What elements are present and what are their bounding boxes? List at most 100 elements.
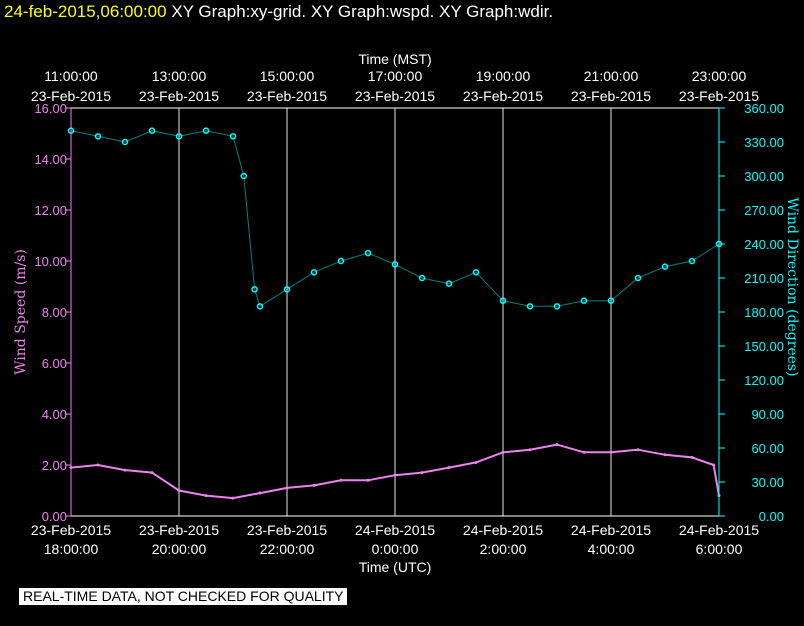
wind-direction-point [256,303,264,310]
left-tick-label: 12.00 [34,203,67,218]
wind-direction-point [580,297,588,304]
wind-direction-point [526,303,534,310]
chart-axes [65,107,725,517]
left-tick-label: 14.00 [34,152,67,167]
top-tick-time: 23:00:00 [692,68,747,84]
wind-speed-point [609,450,613,454]
wind-direction-point [229,133,237,140]
top-tick-date: 23-Feb-2015 [463,88,543,104]
left-tick-label: 16.00 [34,101,67,116]
bottom-tick-time: 18:00:00 [44,541,99,557]
top-tick-time: 19:00:00 [476,68,531,84]
right-tick-label: 0.00 [759,509,784,524]
right-tick-label: 240.00 [744,237,784,252]
wind-speed-point [528,448,532,452]
bottom-tick-time: 2:00:00 [480,541,527,557]
chart-labels: 11:00:00 23-Feb-2015 23-Feb-2015 18:00:00 13… [13,51,800,575]
right-tick-label: 90.00 [751,407,784,422]
wind-direction-point [634,274,642,282]
top-tick-date: 23-Feb-2015 [139,88,219,104]
wind-speed-point [150,471,154,475]
wind-direction-point [283,286,291,293]
wind-direction-point [240,172,248,180]
bottom-tick-date: 23-Feb-2015 [31,522,111,538]
left-tick-label: 2.00 [42,458,67,473]
wind-speed-point [663,453,667,457]
left-tick-label: 10.00 [34,254,67,269]
wind-speed-point [312,483,316,487]
wind-speed-series [70,443,720,500]
wind-speed-point [474,460,478,464]
bottom-tick-time: 20:00:00 [152,541,207,557]
right-tick-label: 120.00 [744,373,784,388]
left-axis-title: Wind Speed (m/s) [13,249,29,375]
top-tick-time: 17:00:00 [368,68,423,84]
right-tick-label: 60.00 [751,441,784,456]
bottom-tick-time: 6:00:00 [696,541,743,557]
wind-direction-point [251,286,258,293]
chart-plot [67,127,723,500]
wind-direction-trace [70,130,720,308]
top-axis-title: Time (MST) [358,51,431,67]
top-tick-date: 23-Feb-2015 [31,88,111,104]
bottom-tick-time: 4:00:00 [588,541,635,557]
left-tick-label: 8.00 [42,305,67,320]
top-tick-time: 13:00:00 [152,68,207,84]
wind-direction-point [337,257,345,265]
right-tick-label: 30.00 [751,475,784,490]
bottom-tick-date: 24-Feb-2015 [355,522,435,538]
wind-speed-point [501,450,505,454]
wind-speed-point [690,455,694,459]
left-tick-label: 4.00 [42,407,67,422]
wind-speed-point [447,466,451,470]
bottom-tick-date: 24-Feb-2015 [571,522,651,538]
graph-header: 24-feb-2015,06:00:00 XY Graph:xy-grid. X… [4,2,553,22]
wind-speed-point [177,489,181,492]
right-tick-label: 150.00 [744,339,784,354]
wind-direction-point [391,261,399,268]
wind-speed-point [339,478,343,482]
wind-speed-point [96,463,100,467]
header-graph-list: XY Graph:xy-grid. XY Graph:wspd. XY Grap… [166,2,554,21]
wind-speed-point [204,494,208,498]
top-tick-date: 23-Feb-2015 [355,88,435,104]
bottom-tick-date: 24-Feb-2015 [463,522,543,538]
wind-direction-point [202,127,210,134]
bottom-tick-date: 23-Feb-2015 [247,522,327,538]
wind-direction-point [148,127,156,134]
wind-speed-point [582,450,586,454]
wind-speed-point [420,471,424,475]
wind-speed-point [636,448,640,452]
wind-direction-point [607,297,615,304]
wind-direction-point [472,269,480,276]
bottom-tick-time: 22:00:00 [260,541,315,557]
left-tick-label: 0.00 [42,509,67,524]
wind-speed-point [285,486,289,490]
right-tick-label: 210.00 [744,271,784,286]
wind-direction-point [310,269,318,276]
wind-direction-point [364,249,372,257]
top-tick-time: 11:00:00 [44,68,98,84]
quality-banner: REAL-TIME DATA, NOT CHECKED FOR QUALITY [19,588,348,605]
wind-direction-point [499,297,507,304]
wind-direction-point [175,133,183,140]
bottom-tick-date: 24-Feb-2015 [679,522,759,538]
wind-direction-point [121,138,129,146]
header-date: 24-feb-2015,06:00:00 [4,2,167,21]
bottom-axis-title: Time (UTC) [359,559,432,575]
right-tick-label: 360.00 [744,101,784,116]
wind-speed-point [712,463,716,467]
top-tick-time: 15:00:00 [260,68,315,84]
left-tick-label: 6.00 [42,356,67,371]
bottom-tick-date: 23-Feb-2015 [139,522,219,538]
right-tick-label: 330.00 [744,135,784,150]
wind-speed-point [258,491,262,495]
wind-direction-point [445,280,453,287]
right-axis-title: Wind Direction (degrees) [784,197,800,376]
wind-speed-point [231,496,235,500]
wind-speed-point [393,473,397,477]
wind-direction-point [688,257,696,265]
wind-speed-point [123,468,127,472]
wind-direction-point [553,303,561,310]
bottom-tick-time: 0:00:00 [372,541,419,557]
